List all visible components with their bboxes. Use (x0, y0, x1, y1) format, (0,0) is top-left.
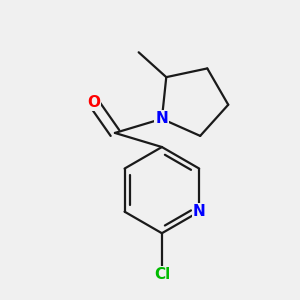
Text: O: O (87, 95, 100, 110)
Text: N: N (193, 204, 206, 219)
Text: Cl: Cl (154, 267, 170, 282)
Text: N: N (155, 111, 168, 126)
